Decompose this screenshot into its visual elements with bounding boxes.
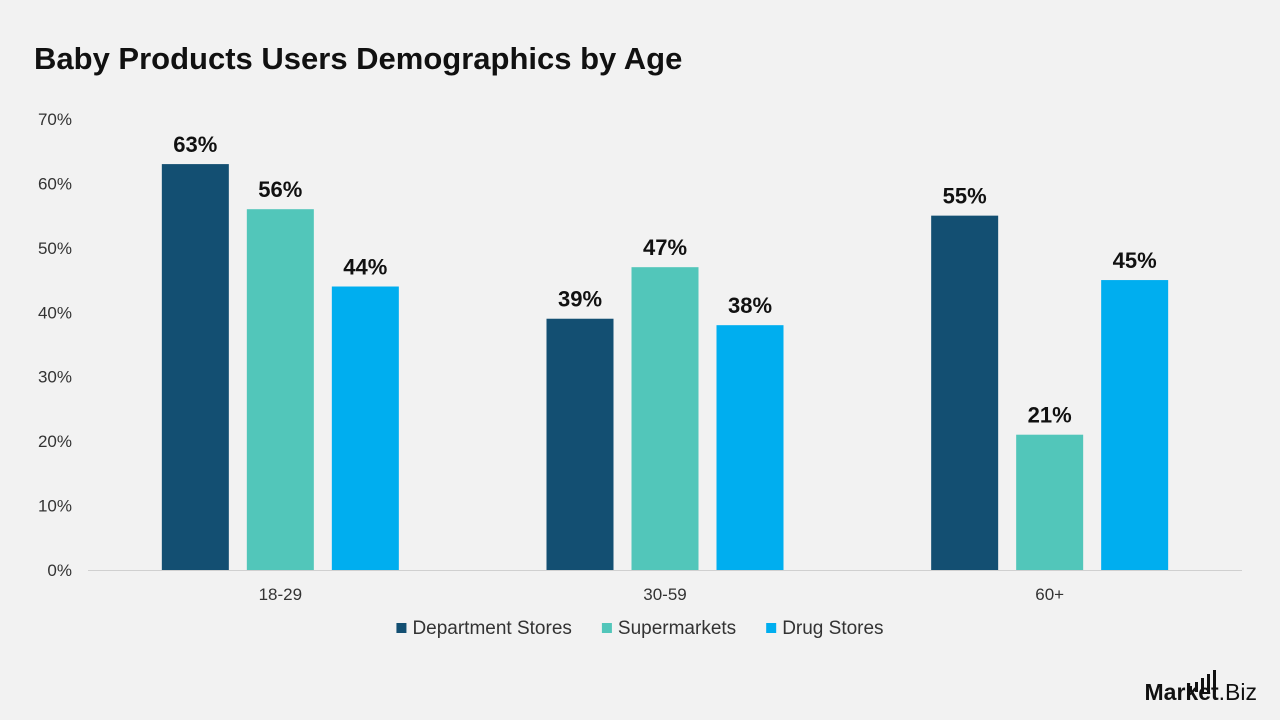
data-label: 45% bbox=[1113, 248, 1157, 273]
legend: Department Stores Supermarkets Drug Stores bbox=[396, 618, 884, 639]
data-label: 47% bbox=[643, 235, 687, 260]
chart-title: Baby Products Users Demographics by Age bbox=[34, 41, 682, 76]
legend-swatch bbox=[766, 623, 777, 633]
y-tick-label: 60% bbox=[38, 174, 72, 193]
data-label: 21% bbox=[1028, 403, 1072, 428]
data-label: 44% bbox=[343, 255, 387, 280]
brand-name: Market.Biz bbox=[1145, 679, 1258, 705]
legend-item: Drug Stores bbox=[766, 618, 884, 639]
data-label: 38% bbox=[728, 293, 772, 318]
x-tick-label: 60+ bbox=[1035, 585, 1064, 604]
y-tick-label: 70% bbox=[38, 110, 72, 129]
data-label: 63% bbox=[173, 132, 217, 157]
y-tick-label: 0% bbox=[47, 561, 72, 580]
data-labels: 63% 56% 44% 39% 47% 38% 55% 21% 45% bbox=[173, 132, 1156, 428]
data-label: 55% bbox=[943, 184, 987, 209]
bar bbox=[931, 215, 999, 570]
y-tick-label: 40% bbox=[38, 303, 72, 322]
brand-name-bold: Market bbox=[1145, 679, 1219, 705]
y-tick-label: 10% bbox=[38, 497, 72, 516]
data-label: 56% bbox=[258, 177, 302, 202]
bars bbox=[161, 164, 1169, 570]
legend-label: Department Stores bbox=[412, 618, 571, 639]
bar bbox=[161, 164, 229, 570]
y-tick-label: 50% bbox=[38, 239, 72, 258]
bar-chart-icon bbox=[1189, 670, 1216, 692]
x-tick-label: 18-29 bbox=[259, 585, 302, 604]
bar bbox=[716, 325, 784, 570]
y-tick-label: 30% bbox=[38, 368, 72, 387]
bar bbox=[331, 286, 399, 570]
x-tick-label: 30-59 bbox=[643, 585, 686, 604]
legend-item: Department Stores bbox=[396, 618, 572, 639]
brand-name-suffix: .Biz bbox=[1219, 679, 1257, 705]
bar bbox=[1016, 434, 1084, 570]
legend-label: Supermarkets bbox=[618, 618, 736, 639]
legend-item: Supermarkets bbox=[601, 618, 736, 639]
bar bbox=[1101, 280, 1169, 570]
legend-swatch bbox=[601, 623, 612, 633]
bar bbox=[631, 267, 699, 570]
bar bbox=[246, 209, 314, 570]
data-label: 39% bbox=[558, 287, 602, 312]
legend-label: Drug Stores bbox=[782, 618, 883, 639]
bar bbox=[546, 318, 614, 570]
legend-swatch bbox=[396, 623, 407, 633]
x-axis: 18-29 30-59 60+ bbox=[259, 585, 1065, 604]
brand-logo: Market.Biz bbox=[1145, 670, 1258, 705]
y-tick-label: 20% bbox=[38, 432, 72, 451]
y-axis: 0% 10% 20% 30% 40% 50% 60% 70% bbox=[38, 110, 72, 580]
